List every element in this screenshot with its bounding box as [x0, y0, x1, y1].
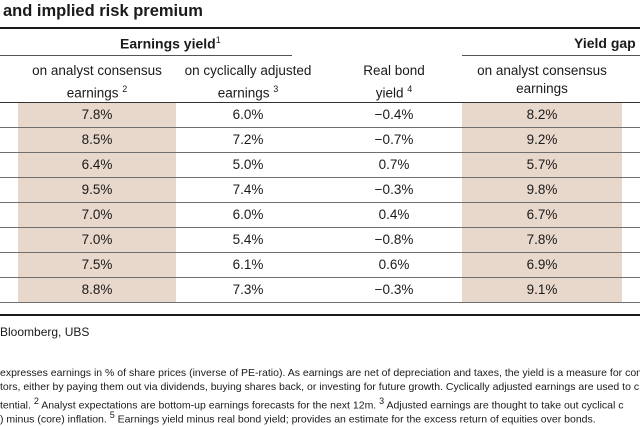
table-cell: 6.7% [462, 203, 622, 227]
top-rule [0, 27, 640, 29]
table-cell: 0.6% [378, 257, 410, 272]
table-cell: 7.5% [18, 253, 176, 277]
table-row: 8.8% 7.3% −0.3% 9.1% [0, 278, 640, 303]
table-cell: 8.2% [462, 103, 622, 127]
column-header-line: earnings [66, 85, 119, 101]
table-cell: 7.0% [18, 228, 176, 252]
column-header-yield-gap-analyst: on analyst consensus earnings [462, 62, 622, 98]
footnote-ref: 2 [122, 84, 128, 94]
footnote-ref: 1 [215, 35, 221, 45]
table-row: 8.5% 7.2% −0.7% 9.2% [0, 128, 640, 153]
column-header-line: earnings [516, 81, 568, 96]
table-cell: 6.4% [18, 153, 176, 177]
table-title: and implied risk premium [3, 2, 203, 20]
table-cell: 7.4% [232, 182, 264, 197]
footnote-line: tors, either by paying them out via divi… [0, 381, 640, 393]
footnote-ref: 5 [109, 410, 115, 420]
table-cell: 8.8% [18, 278, 176, 302]
table-cell: 6.0% [232, 207, 264, 222]
footnote-line: expresses earnings in % of share prices … [0, 367, 640, 379]
table-cell: 0.4% [378, 207, 410, 222]
table-cell: 5.7% [462, 153, 622, 177]
table-cell: 7.2% [232, 132, 264, 147]
footnote-ref: 3 [379, 396, 385, 406]
column-header-line: yield [375, 85, 404, 101]
table-row: 7.5% 6.1% 0.6% 6.9% [0, 253, 640, 278]
footnote-line: ) minus (core) inflation. 5 Earnings yie… [0, 409, 640, 426]
column-header-line: on cyclically adjusted [184, 63, 312, 78]
data-table: 7.8% 6.0% −0.4% 8.2% 8.5% 7.2% −0.7% 9.2… [0, 103, 640, 303]
group-underline-earnings-yield [0, 55, 292, 56]
table-row: 7.0% 6.0% 0.4% 6.7% [0, 203, 640, 228]
table-cell: 9.8% [462, 178, 622, 202]
column-header-real-bond-yield: Real bond yield 4 [340, 62, 448, 103]
table-cell: 9.5% [18, 178, 176, 202]
table-cell: −0.7% [374, 132, 414, 147]
table-cell: 9.1% [462, 278, 622, 302]
header-rule [0, 102, 640, 103]
table-cell: 9.2% [462, 128, 622, 152]
footnote-ref: 3 [273, 84, 279, 94]
footnote-ref: 2 [33, 396, 39, 406]
table-row: 6.4% 5.0% 0.7% 5.7% [0, 153, 640, 178]
group-underline-yield-gap [462, 55, 640, 56]
table-cell: 7.3% [232, 282, 264, 297]
footnote-ref: 4 [407, 84, 413, 94]
column-header-cyclically-adjusted: on cyclically adjusted earnings 3 [178, 62, 318, 103]
table-cell: 7.0% [18, 203, 176, 227]
table-cell: 7.8% [18, 103, 176, 127]
group-header-yield-gap: Yield gap [574, 35, 636, 51]
table-cell: −0.4% [374, 107, 414, 122]
table-cell: 0.7% [378, 157, 410, 172]
table-cell: 6.0% [232, 107, 264, 122]
bottom-rule [0, 314, 640, 316]
table-cell: 8.5% [18, 128, 176, 152]
column-header-line: earnings [217, 85, 270, 101]
column-header-line: Real bond [363, 63, 425, 78]
footnote-text: tential. [0, 399, 31, 412]
table-cell: 7.8% [462, 228, 622, 252]
table-cell: −0.3% [374, 182, 414, 197]
footnote-line: tential. 2 Analyst expectations are bott… [0, 395, 640, 412]
source-note: Bloomberg, UBS [0, 325, 90, 339]
footnote-text: Analyst expectations are bottom-up earni… [41, 399, 377, 412]
table-row: 7.0% 5.4% −0.8% 7.8% [0, 228, 640, 253]
table-cell: 6.9% [462, 253, 622, 277]
table-cell: −0.3% [374, 282, 414, 297]
table-cell: 6.1% [232, 257, 264, 272]
column-header-line: on analyst consensus [32, 63, 162, 78]
column-header-analyst-earnings-yield: on analyst consensus earnings 2 [18, 62, 176, 103]
table-cell: 5.0% [232, 157, 264, 172]
footnote-text: Adjusted earnings are thought to take ou… [386, 399, 624, 412]
group-label: Yield gap [574, 35, 636, 51]
table-row: 7.8% 6.0% −0.4% 8.2% [0, 103, 640, 128]
group-header-earnings-yield: Earnings yield1 [120, 35, 221, 52]
column-header-line: on analyst consensus [477, 63, 607, 78]
table-cell: −0.8% [374, 232, 414, 247]
group-label: Earnings yield [120, 35, 216, 52]
table-row: 9.5% 7.4% −0.3% 9.8% [0, 178, 640, 203]
table-cell: 5.4% [232, 232, 264, 247]
